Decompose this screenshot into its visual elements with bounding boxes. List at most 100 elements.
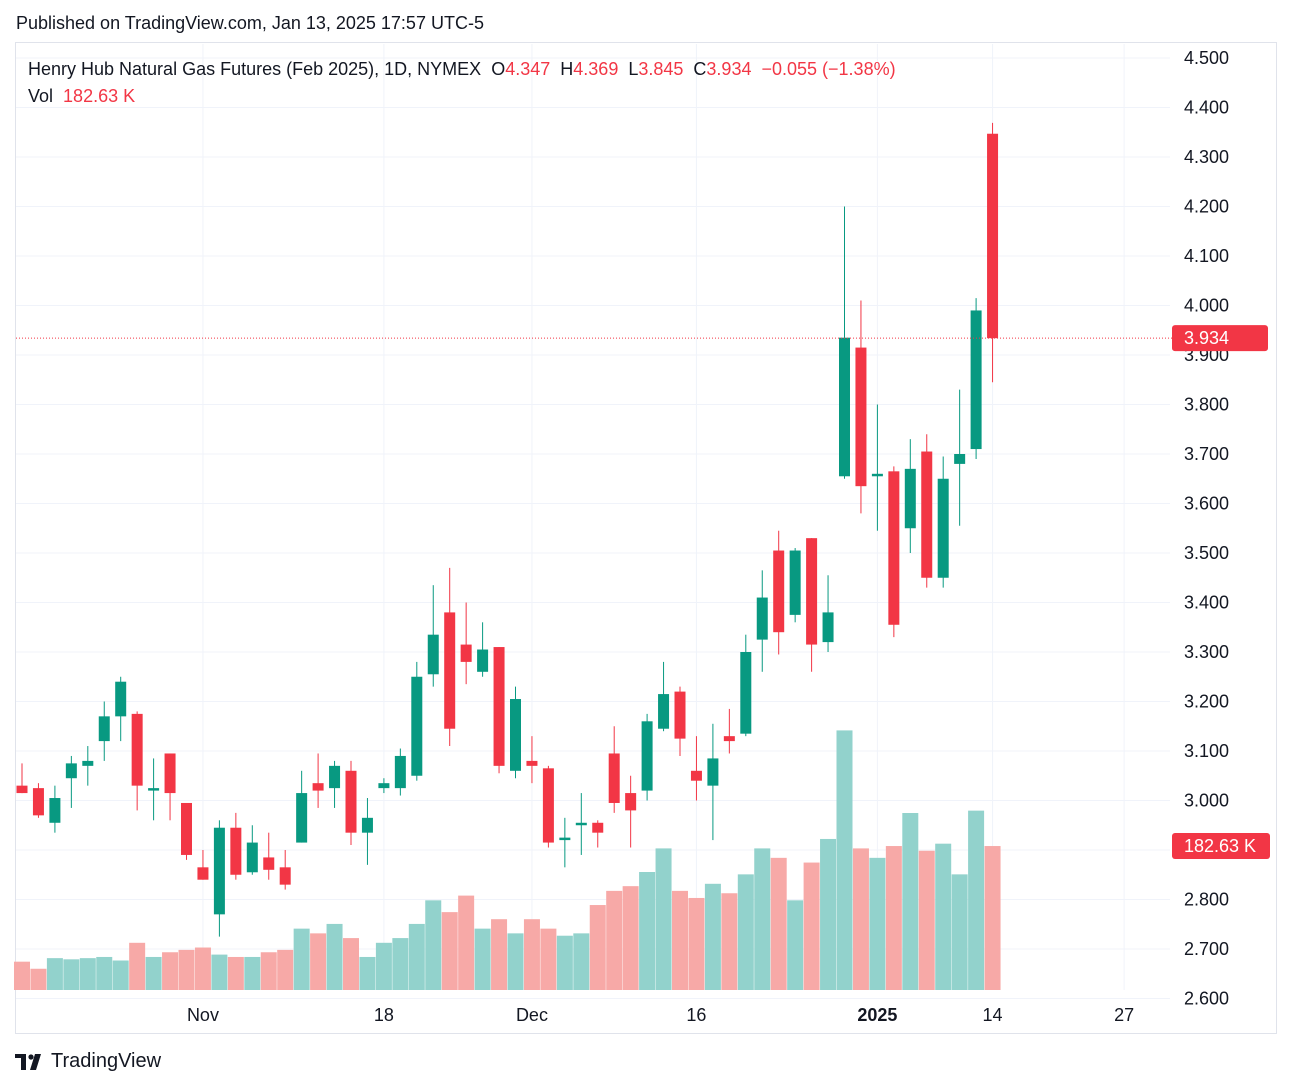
volume-bar bbox=[425, 900, 442, 990]
candle bbox=[740, 634, 752, 737]
candle bbox=[49, 785, 61, 833]
candle-body bbox=[937, 478, 949, 578]
volume-bar bbox=[902, 813, 919, 990]
candle-body bbox=[822, 612, 834, 643]
candle-body bbox=[49, 798, 61, 823]
open-label: O bbox=[491, 59, 506, 79]
tradingview-logo-icon bbox=[15, 1053, 41, 1070]
volume-bar bbox=[46, 958, 63, 990]
candle-body bbox=[625, 793, 637, 811]
price-tick-label: 4.100 bbox=[1184, 246, 1229, 266]
candle bbox=[477, 622, 489, 677]
candle bbox=[904, 439, 916, 553]
candle-body bbox=[312, 783, 324, 791]
candle-body bbox=[197, 867, 209, 880]
volume-bar bbox=[968, 810, 985, 990]
volume-bar bbox=[145, 956, 162, 990]
volume-bar bbox=[96, 956, 113, 990]
candle bbox=[16, 763, 28, 794]
candle-body bbox=[987, 133, 999, 339]
price-tick-label: 3.700 bbox=[1184, 444, 1229, 464]
price-axis[interactable]: 4.5004.4004.3004.2004.1004.0003.9003.800… bbox=[1184, 48, 1229, 1009]
candle-body bbox=[82, 760, 94, 766]
candle-body bbox=[98, 716, 110, 742]
price-tick-label: 3.000 bbox=[1184, 791, 1229, 811]
high-label: H bbox=[560, 59, 574, 79]
candle-body bbox=[690, 770, 702, 781]
volume-bar bbox=[277, 949, 294, 990]
candle bbox=[921, 434, 933, 588]
candle bbox=[839, 206, 850, 479]
candle-body bbox=[592, 822, 604, 833]
time-tick-label: Dec bbox=[516, 1005, 548, 1025]
volume-bar bbox=[260, 952, 277, 990]
candle bbox=[115, 676, 127, 742]
volume-bar bbox=[589, 905, 606, 990]
candle-body bbox=[394, 755, 406, 789]
volume-bar bbox=[556, 935, 573, 990]
candle-body bbox=[164, 753, 176, 794]
candle bbox=[658, 661, 670, 732]
candle bbox=[987, 122, 999, 383]
candles bbox=[16, 122, 999, 937]
candle-body bbox=[131, 713, 143, 786]
volume-bar bbox=[688, 897, 705, 990]
low-label: L bbox=[628, 59, 639, 79]
price-tick-label: 3.500 bbox=[1184, 543, 1229, 563]
volume-bar bbox=[836, 730, 853, 990]
candle-body bbox=[230, 827, 242, 875]
volume-bar bbox=[869, 857, 886, 990]
tradingview-wordmark: TradingView bbox=[51, 1050, 162, 1072]
tradingview-logo[interactable]: TradingView bbox=[15, 1050, 161, 1073]
candle bbox=[855, 300, 867, 514]
candle-body bbox=[575, 822, 587, 826]
candle bbox=[510, 686, 521, 779]
chart-frame bbox=[15, 42, 1277, 1034]
time-axis[interactable]: Nov 18 Dec 16 2025 14 27 bbox=[187, 1005, 1134, 1025]
volume-label[interactable]: Vol bbox=[28, 86, 54, 106]
candle bbox=[723, 708, 735, 754]
volume-bar bbox=[162, 952, 179, 990]
candle-body bbox=[888, 471, 900, 625]
candle bbox=[690, 736, 702, 801]
price-tick-label: 3.300 bbox=[1184, 642, 1229, 662]
volume-bar bbox=[787, 900, 804, 990]
candle-body bbox=[493, 647, 505, 766]
candle bbox=[246, 825, 258, 875]
volume-bar bbox=[852, 848, 869, 990]
candle bbox=[888, 466, 900, 638]
candle-body bbox=[641, 721, 653, 791]
price-tick-label: 4.300 bbox=[1184, 147, 1229, 167]
candle-body bbox=[148, 788, 160, 791]
volume-bar bbox=[63, 959, 80, 990]
price-tick-label: 3.100 bbox=[1184, 741, 1229, 761]
candle-body bbox=[970, 310, 982, 450]
volume-bar bbox=[606, 890, 623, 990]
candle bbox=[296, 770, 308, 843]
time-tick-label: 18 bbox=[374, 1005, 394, 1025]
candle-body bbox=[460, 644, 472, 662]
high-value: 4.369 bbox=[573, 59, 619, 79]
candle-body bbox=[181, 802, 192, 855]
volume-bar bbox=[326, 923, 343, 990]
volume-bar bbox=[343, 938, 359, 990]
price-tick-label: 2.800 bbox=[1184, 890, 1229, 910]
volume-bar bbox=[441, 912, 458, 990]
volume-bar bbox=[573, 933, 590, 990]
price-tick-label: 3.800 bbox=[1184, 395, 1229, 415]
volume-bar bbox=[951, 874, 968, 990]
volume-bar bbox=[704, 883, 721, 990]
ohlc-legend-row: Henry Hub Natural Gas Futures (Feb 2025)… bbox=[28, 56, 896, 83]
candle bbox=[148, 758, 160, 821]
candle-body bbox=[608, 753, 620, 803]
volume-value: 182.63 K bbox=[63, 86, 136, 106]
candle-body bbox=[658, 694, 670, 729]
volume-bar bbox=[984, 846, 1001, 990]
candle bbox=[98, 701, 110, 761]
symbol-title[interactable]: Henry Hub Natural Gas Futures (Feb 2025)… bbox=[28, 59, 482, 79]
volume-bar bbox=[918, 850, 935, 990]
candle bbox=[131, 711, 143, 811]
candle bbox=[361, 798, 373, 865]
candle-body bbox=[65, 763, 77, 779]
